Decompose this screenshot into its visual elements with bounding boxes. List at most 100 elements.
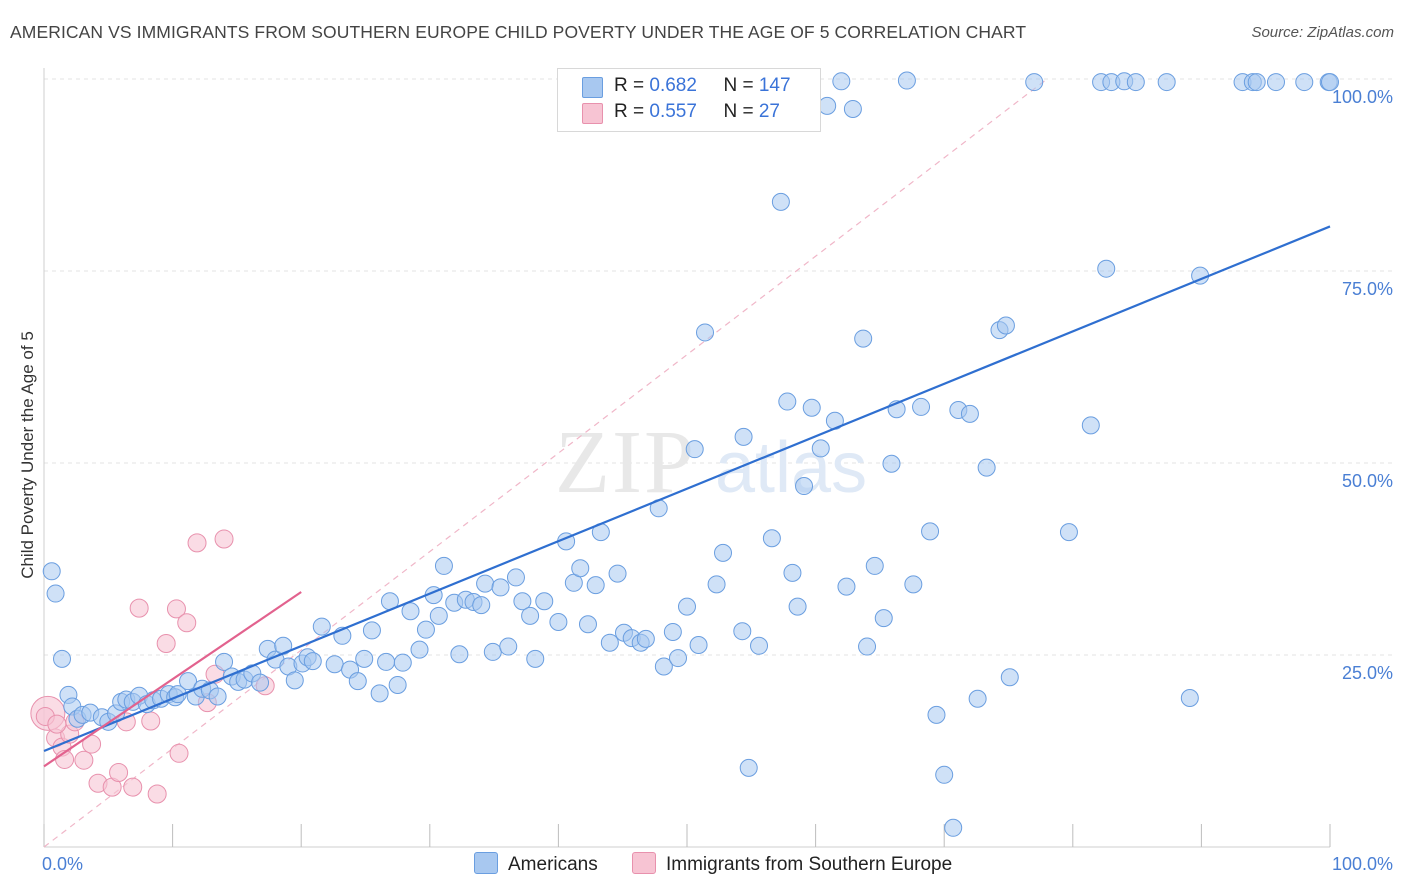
reference-dashed-line (43, 78, 1048, 848)
americans-point (1081, 416, 1100, 435)
immigrants-legend-label: Immigrants from Southern Europe (666, 854, 953, 875)
americans-point (586, 576, 605, 595)
americans-point (53, 649, 72, 668)
americans-point (312, 617, 331, 636)
americans-point (215, 652, 234, 671)
americans-point (1247, 73, 1266, 92)
americans-point (837, 577, 856, 596)
americans-point (251, 673, 270, 692)
americans-point (355, 649, 374, 668)
americans-point (968, 689, 987, 708)
americans-point (208, 687, 227, 706)
immigrants-legend-swatch (632, 852, 656, 874)
trend-lines (43, 225, 1331, 768)
immigrants-point (74, 750, 94, 770)
americans-point (783, 563, 802, 582)
y-tick-label: 100.0% (1332, 87, 1393, 107)
chart-title: AMERICAN VS IMMIGRANTS FROM SOUTHERN EUR… (10, 22, 1027, 42)
americans-point (996, 316, 1015, 335)
americans-point (393, 653, 412, 672)
americans-point (843, 99, 862, 118)
americans-point (795, 477, 814, 496)
americans-point (707, 575, 726, 594)
y-axis-label: Child Poverty Under the Age of 5 (18, 331, 37, 579)
immigrants-point (177, 613, 197, 633)
americans-point (506, 568, 525, 587)
americans-point (578, 615, 597, 634)
immigrants-r-value: 0.557 (649, 101, 697, 122)
source-label: Source: ZipAtlas.com (1251, 24, 1394, 41)
stats-legend: R = 0.682 N = 147 R = 0.557 N = 27 (557, 68, 821, 132)
bottom-legend-americans: Americans (474, 852, 598, 878)
americans-point (42, 562, 61, 581)
americans-point (450, 645, 469, 664)
immigrants-point (214, 529, 234, 549)
americans-point (696, 323, 715, 342)
immigrants-n-label: N = (723, 101, 759, 122)
americans-point (689, 636, 708, 655)
y-tick-label: 50.0% (1342, 471, 1393, 491)
americans-point (921, 522, 940, 541)
americans-point (733, 622, 752, 641)
americans-point (636, 629, 655, 648)
y-tick-label: 75.0% (1342, 279, 1393, 299)
americans-point (935, 765, 954, 784)
immigrants-n-value: 27 (758, 101, 780, 122)
americans-point (1321, 73, 1339, 92)
americans-point (476, 574, 495, 593)
americans-point (370, 684, 389, 703)
americans-point (1266, 73, 1285, 92)
americans-r-label: R = (614, 75, 650, 96)
americans-legend-label: Americans (508, 854, 598, 875)
americans-point (811, 439, 830, 458)
americans-point (832, 72, 851, 91)
americans-point (410, 640, 429, 659)
americans-point (668, 649, 687, 668)
americans-point (401, 602, 420, 621)
americans-point (897, 71, 916, 90)
americans-point (416, 620, 435, 639)
bottom-legend-immigrants: Immigrants from Southern Europe (632, 852, 952, 878)
immigrants-point (156, 633, 176, 653)
americans-point (325, 655, 344, 674)
americans-point (944, 818, 963, 837)
americans-r-value: 0.682 (649, 75, 697, 96)
americans-point (739, 758, 758, 777)
americans-point (362, 621, 381, 640)
americans-legend-swatch (474, 852, 498, 874)
immigrants-point (147, 784, 167, 804)
americans-point (912, 397, 931, 416)
americans-point (762, 529, 781, 548)
americans-point (778, 392, 797, 411)
americans-n-value: 147 (758, 75, 791, 96)
americans-point (858, 637, 877, 656)
immigrants-point (169, 743, 189, 763)
americans-point (549, 612, 568, 631)
immigrants-point (47, 714, 67, 734)
americans-trend-line (43, 225, 1331, 753)
americans-point (734, 427, 753, 446)
americans-point (1059, 523, 1078, 542)
reference-line (43, 78, 1048, 848)
americans-point (491, 578, 510, 597)
americans-n-label: N = (723, 75, 759, 96)
americans-point (865, 556, 884, 575)
americans-point (1180, 689, 1199, 708)
americans-point (1097, 259, 1116, 278)
americans-point (513, 592, 532, 611)
immigrants-points (30, 529, 275, 804)
americans-point (348, 672, 367, 691)
americans-point (499, 637, 518, 656)
tick-labels: 25.0% 50.0% 75.0% 100.0% 0.0% 100.0% (42, 87, 1393, 874)
americans-point (654, 657, 673, 676)
americans-point (434, 556, 453, 575)
americans-point (483, 642, 502, 661)
americans-point (608, 564, 627, 583)
americans-point (285, 671, 304, 690)
y-tick-label: 25.0% (1342, 663, 1393, 683)
americans-point (1000, 668, 1019, 687)
americans-point (179, 672, 198, 691)
americans-point (46, 584, 65, 603)
americans-point (904, 575, 923, 594)
